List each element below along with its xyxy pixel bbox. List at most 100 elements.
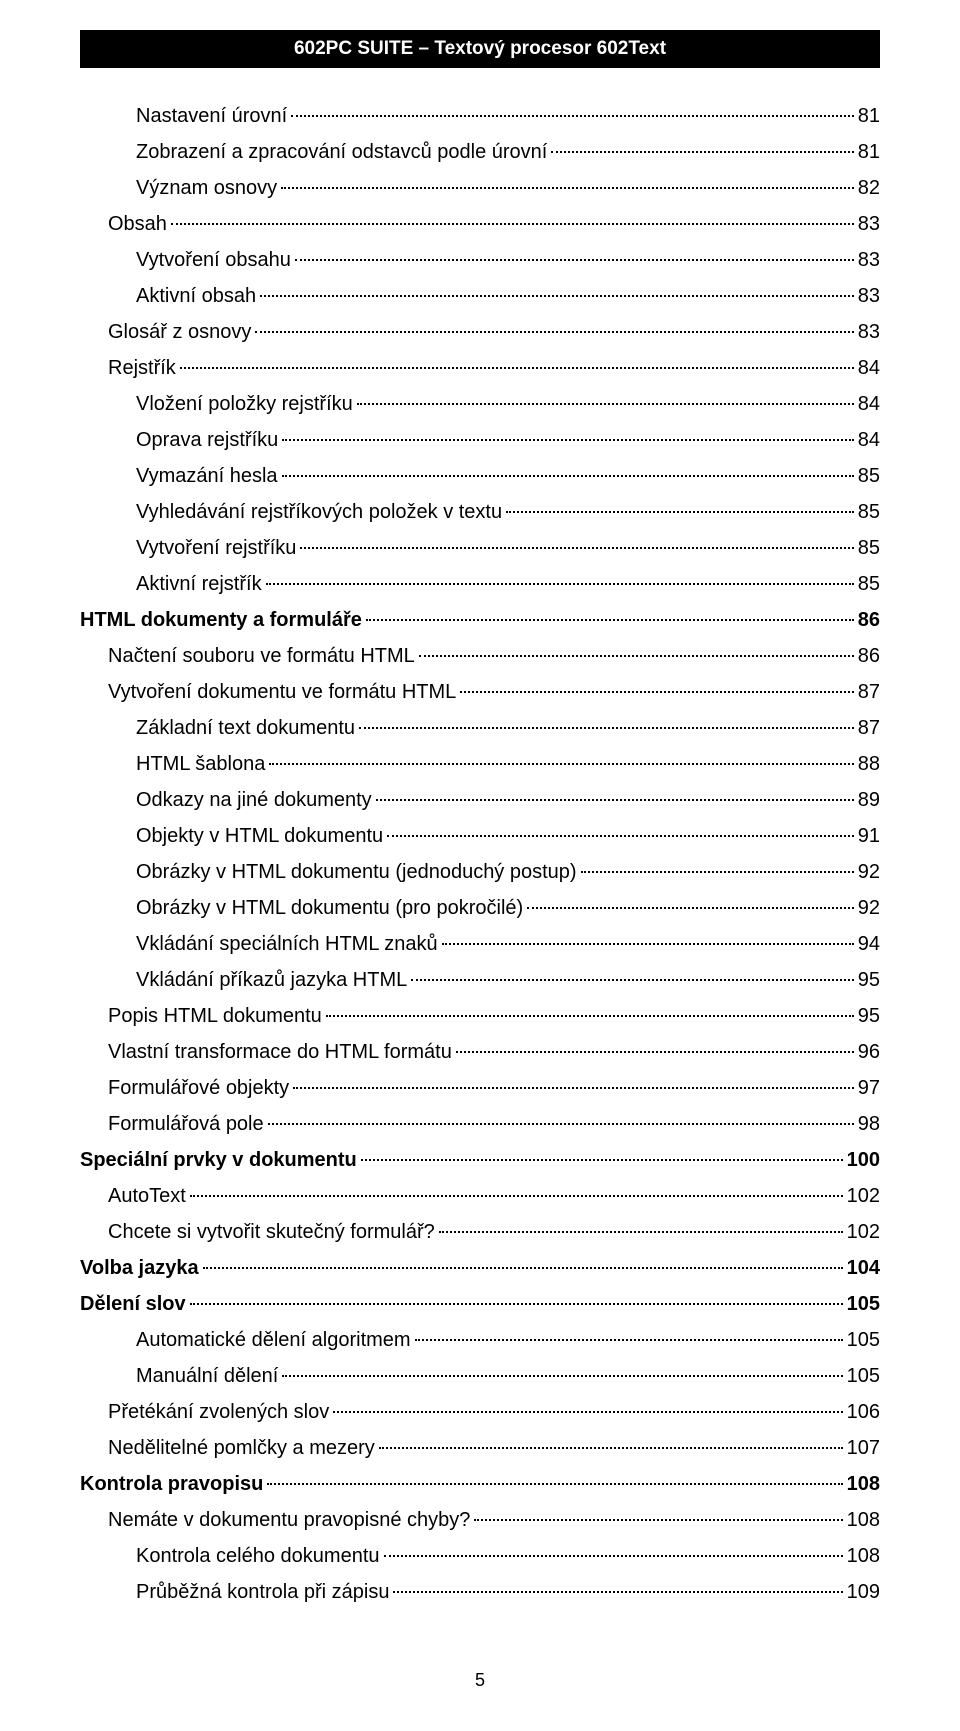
toc-leader-dots [267,1483,842,1485]
toc-entry: Vytvoření obsahu 83 [136,242,880,278]
toc-entry: Základní text dokumentu 87 [136,710,880,746]
toc-label: Speciální prvky v dokumentu [80,1142,357,1178]
toc-entry: Kontrola pravopisu 108 [80,1466,880,1502]
toc-entry: Kontrola celého dokumentu 108 [136,1538,880,1574]
toc-label: AutoText [108,1178,186,1214]
toc-label: Vyhledávání rejstříkových položek v text… [136,494,502,530]
toc-entry: Chcete si vytvořit skutečný formulář? 10… [108,1214,880,1250]
toc-label: Dělení slov [80,1286,186,1322]
toc-entry: Obrázky v HTML dokumentu (jednoduchý pos… [136,854,880,890]
toc-label: Chcete si vytvořit skutečný formulář? [108,1214,435,1250]
toc-label: Kontrola pravopisu [80,1466,263,1502]
toc-entry: Přetékání zvolených slov 106 [108,1394,880,1430]
toc-label: Formulářová pole [108,1106,264,1142]
toc-leader-dots [357,403,854,405]
toc-leader-dots [190,1303,843,1305]
toc-entry: Formulářová pole 98 [108,1106,880,1142]
toc-leader-dots [366,619,854,621]
toc-label: Nemáte v dokumentu pravopisné chyby? [108,1502,470,1538]
toc-leader-dots [442,943,854,945]
toc-page-number: 85 [858,458,880,494]
toc-page-number: 96 [858,1034,880,1070]
toc-entry: HTML dokumenty a formuláře 86 [80,602,880,638]
toc-label: HTML dokumenty a formuláře [80,602,362,638]
toc-leader-dots [379,1447,843,1449]
toc-entry: Vymazání hesla 85 [136,458,880,494]
page-header: 602PC SUITE – Textový procesor 602Text [80,30,880,68]
toc-label: Nedělitelné pomlčky a mezery [108,1430,375,1466]
toc-leader-dots [439,1231,843,1233]
toc-entry: Glosář z osnovy 83 [108,314,880,350]
toc-leader-dots [581,871,854,873]
toc-entry: Formulářové objekty 97 [108,1070,880,1106]
toc-page-number: 108 [847,1538,880,1574]
toc-leader-dots [456,1051,854,1053]
toc-entry: Vkládání příkazů jazyka HTML 95 [136,962,880,998]
toc-leader-dots [180,367,854,369]
toc-label: Vkládání příkazů jazyka HTML [136,962,407,998]
toc-leader-dots [326,1015,854,1017]
toc-page-number: 105 [847,1358,880,1394]
toc-leader-dots [411,979,854,981]
toc-label: Základní text dokumentu [136,710,355,746]
toc-leader-dots [415,1339,843,1341]
toc-page-number: 84 [858,350,880,386]
page-number: 5 [80,1670,880,1691]
toc-label: Význam osnovy [136,170,277,206]
toc-leader-dots [268,1123,854,1125]
toc-label: Vytvoření rejstříku [136,530,296,566]
toc-page-number: 83 [858,314,880,350]
toc-entry: Vyhledávání rejstříkových položek v text… [136,494,880,530]
toc-page-number: 87 [858,710,880,746]
toc-page-number: 84 [858,422,880,458]
toc-leader-dots [281,187,854,189]
toc-leader-dots [282,1375,842,1377]
toc-page-number: 87 [858,674,880,710]
toc-label: Kontrola celého dokumentu [136,1538,380,1574]
toc-page-number: 82 [858,170,880,206]
toc-leader-dots [269,763,853,765]
toc-leader-dots [300,547,853,549]
toc-page-number: 98 [858,1106,880,1142]
toc-label: Popis HTML dokumentu [108,998,322,1034]
toc-page-number: 107 [847,1430,880,1466]
toc-label: HTML šablona [136,746,265,782]
toc-page-number: 95 [858,998,880,1034]
toc-page-number: 81 [858,98,880,134]
toc-label: Aktivní rejstřík [136,566,262,602]
toc-entry: Obrázky v HTML dokumentu (pro pokročilé)… [136,890,880,926]
toc-page-number: 83 [858,242,880,278]
toc-leader-dots [291,115,854,117]
toc-page-number: 92 [858,890,880,926]
toc-page-number: 102 [847,1214,880,1250]
toc-entry: Dělení slov 105 [80,1286,880,1322]
toc-entry: Volba jazyka 104 [80,1250,880,1286]
toc-entry: Vytvoření rejstříku 85 [136,530,880,566]
toc-page-number: 100 [847,1142,880,1178]
toc-label: Glosář z osnovy [108,314,251,350]
toc-label: Objekty v HTML dokumentu [136,818,383,854]
toc-page-number: 83 [858,278,880,314]
toc-leader-dots [203,1267,843,1269]
toc-page-number: 85 [858,530,880,566]
toc-leader-dots [282,475,854,477]
toc-label: Vymazání hesla [136,458,278,494]
toc-entry: Aktivní rejstřík 85 [136,566,880,602]
toc-entry: Význam osnovy 82 [136,170,880,206]
toc-leader-dots [361,1159,843,1161]
toc-page-number: 108 [847,1466,880,1502]
toc-entry: Speciální prvky v dokumentu 100 [80,1142,880,1178]
toc-label: Formulářové objekty [108,1070,289,1106]
toc-entry: Nastavení úrovní 81 [136,98,880,134]
toc-label: Nastavení úrovní [136,98,287,134]
toc-leader-dots [551,151,853,153]
toc-leader-dots [333,1411,842,1413]
toc-page-number: 85 [858,566,880,602]
toc-entry: Vložení položky rejstříku 84 [136,386,880,422]
toc-label: Vytvoření obsahu [136,242,291,278]
toc-page-number: 108 [847,1502,880,1538]
toc-entry: Nemáte v dokumentu pravopisné chyby? 108 [108,1502,880,1538]
toc-label: Rejstřík [108,350,176,386]
toc-leader-dots [255,331,853,333]
toc-leader-dots [506,511,854,513]
